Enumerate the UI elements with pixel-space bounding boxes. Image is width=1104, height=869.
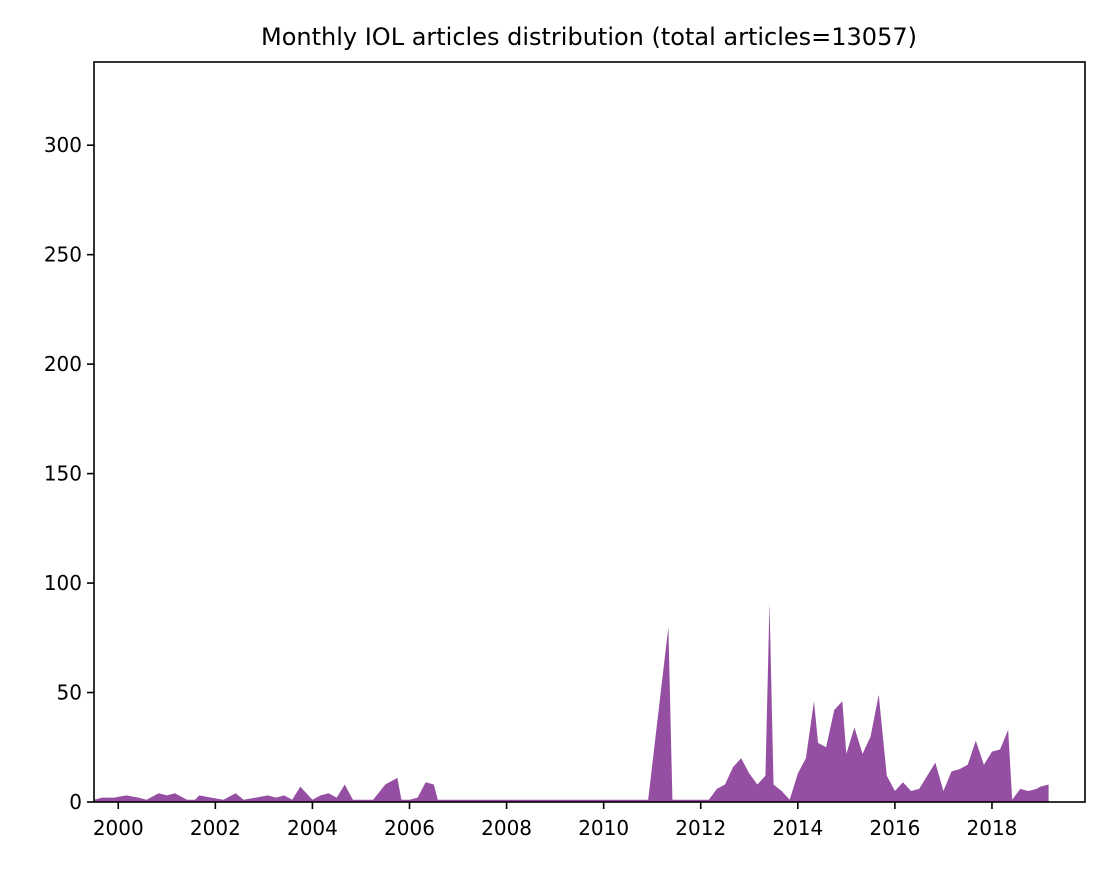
x-tick-label: 2008 [481, 816, 532, 840]
y-tick-label: 250 [44, 243, 82, 267]
chart-title: Monthly IOL articles distribution (total… [261, 23, 917, 51]
area-series [94, 602, 1049, 802]
x-tick-label: 2004 [287, 816, 338, 840]
y-tick-label: 100 [44, 571, 82, 595]
x-tick-label: 2000 [93, 816, 144, 840]
x-tick-label: 2002 [190, 816, 241, 840]
y-tick-label: 150 [44, 462, 82, 486]
y-tick-label: 0 [69, 790, 82, 814]
area-layer [94, 602, 1049, 802]
axes-layer: 0 50 100 150 200 250 300 2000 2002 2004 2006 2008 20… [44, 61, 1086, 840]
x-tick-label: 2010 [578, 816, 629, 840]
x-tick-label: 2016 [869, 816, 920, 840]
y-tick-label: 300 [44, 133, 82, 157]
y-tick-label: 200 [44, 352, 82, 376]
y-tick-label: 50 [57, 681, 82, 705]
x-tick-label: 2018 [967, 816, 1018, 840]
x-tick-label: 2006 [384, 816, 435, 840]
x-tick-label: 2012 [675, 816, 726, 840]
plot-frame [93, 61, 1086, 803]
x-tick-label: 2014 [772, 816, 823, 840]
